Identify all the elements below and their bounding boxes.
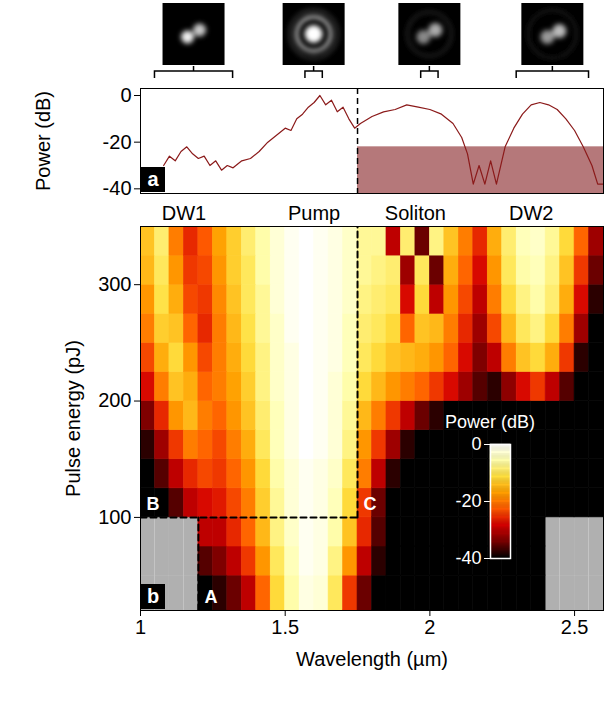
html-text:Power (dB): Power (dB) xyxy=(445,412,535,432)
svg-text:0: 0 xyxy=(471,434,481,454)
svg-text:-20: -20 xyxy=(103,131,132,153)
svg-text:B: B xyxy=(147,494,160,514)
html-text:a: a xyxy=(147,168,159,190)
svg-text:300: 300 xyxy=(98,273,131,295)
svg-text:0: 0 xyxy=(120,84,131,106)
svg-text:2: 2 xyxy=(424,616,435,638)
svg-text:C: C xyxy=(364,494,377,514)
svg-text:Power (dB): Power (dB) xyxy=(32,91,54,191)
svg-text:Pulse energy (pJ): Pulse energy (pJ) xyxy=(62,340,84,497)
svg-text:-20: -20 xyxy=(455,491,481,511)
svg-text:1: 1 xyxy=(135,616,146,638)
svg-text:1.5: 1.5 xyxy=(271,616,299,638)
svg-text:-40: -40 xyxy=(455,548,481,568)
html-text:b: b xyxy=(146,585,160,607)
svg-text:-40: -40 xyxy=(103,177,132,199)
svg-text:Pump: Pump xyxy=(288,202,340,224)
svg-text:100: 100 xyxy=(98,506,131,528)
svg-text:Wavelength (µm): Wavelength (µm) xyxy=(296,648,448,670)
svg-text:200: 200 xyxy=(98,389,131,411)
svg-text:DW1: DW1 xyxy=(162,202,206,224)
svg-text:DW2: DW2 xyxy=(509,202,553,224)
svg-text:Soliton: Soliton xyxy=(385,202,446,224)
svg-text:2.5: 2.5 xyxy=(561,616,589,638)
svg-text:A: A xyxy=(204,587,217,607)
